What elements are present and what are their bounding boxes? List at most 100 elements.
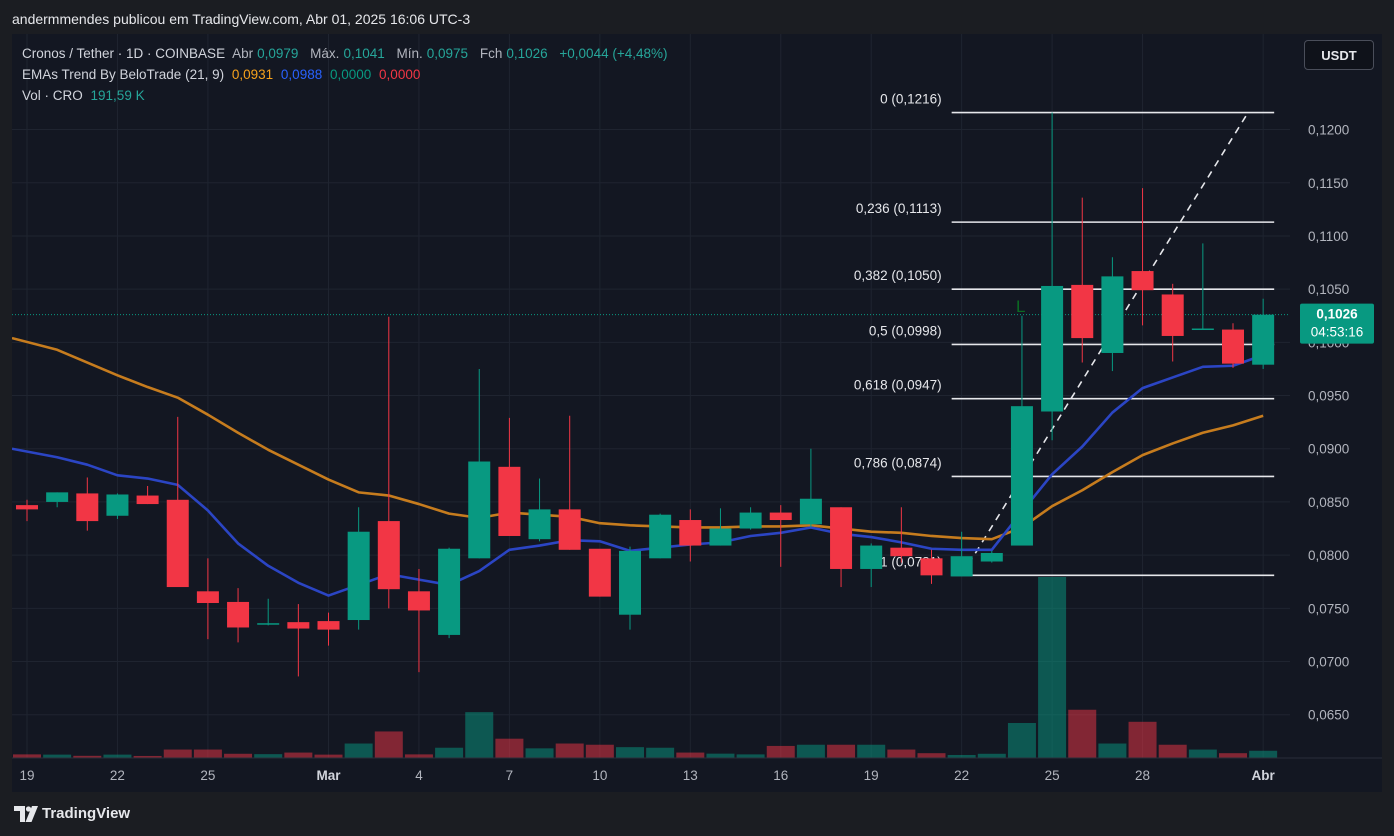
fib-level-label: 0 (0,1216) xyxy=(880,92,942,107)
price-tick-label: 0,0800 xyxy=(1308,548,1349,563)
candle-body xyxy=(1010,406,1033,546)
volume-bar xyxy=(857,744,886,758)
candle-body xyxy=(1222,329,1244,364)
volume-bar xyxy=(676,752,705,758)
candle xyxy=(377,316,400,609)
price-tick-label: 0,1100 xyxy=(1308,229,1348,244)
candle-body xyxy=(920,558,943,576)
signal-marker: L xyxy=(1016,297,1025,316)
candle xyxy=(196,558,219,640)
last-price-value: 0,1026 xyxy=(1316,307,1358,322)
time-tick-label: 28 xyxy=(1135,768,1150,783)
time-tick-label: Mar xyxy=(316,768,341,783)
candle-body xyxy=(739,512,762,529)
candle xyxy=(1071,197,1094,363)
candle-body xyxy=(1161,294,1184,336)
ema-21-line xyxy=(12,336,1264,541)
chart-panel[interactable]: 0 (0,1216) 0,236 (0,1113) 0,382 (0,1050) 0,… xyxy=(12,34,1382,792)
candle xyxy=(558,415,581,550)
candle xyxy=(950,531,973,577)
fib-level-label: 0,786 (0,0874) xyxy=(854,455,942,470)
volume-bar xyxy=(73,755,102,758)
time-tick-label: 25 xyxy=(200,768,215,783)
candle-body xyxy=(16,505,38,510)
volume-bar xyxy=(374,731,403,758)
volume-value: 191,59 K xyxy=(90,88,145,103)
candle xyxy=(1252,298,1275,369)
legend-symbol-row: Cronos / Tether · 1D · COINBASE Abr 0,097… xyxy=(22,46,672,61)
price-tick-label: 0,0900 xyxy=(1308,442,1349,457)
candle xyxy=(317,612,340,646)
ohlc-open-key: Abr xyxy=(232,46,254,61)
candle xyxy=(799,448,822,528)
candle-body xyxy=(287,622,310,629)
candle xyxy=(1010,315,1033,546)
volume-bar xyxy=(224,753,253,758)
price-tick-label: 0,0950 xyxy=(1308,389,1349,404)
volume-bar xyxy=(887,749,916,758)
price-chart[interactable]: 0 (0,1216) 0,236 (0,1113) 0,382 (0,1050) 0,… xyxy=(12,34,1382,792)
candle-body xyxy=(1071,284,1094,339)
ohlc-high-key: Máx. xyxy=(310,46,340,61)
candle-body xyxy=(76,493,99,522)
candle-body xyxy=(558,509,581,550)
candle-body xyxy=(1131,271,1154,291)
candle-body xyxy=(317,621,340,630)
candle-body xyxy=(679,520,702,546)
fib-level-label: 0,382 (0,1050) xyxy=(854,268,942,283)
candle xyxy=(649,513,672,559)
volume-bar xyxy=(736,754,765,758)
time-tick-label: 22 xyxy=(110,768,125,783)
time-tick-label: Abr xyxy=(1252,768,1276,783)
top-bar: andermmendes publicou em TradingView.com… xyxy=(0,0,1394,34)
volume-bar xyxy=(254,754,283,758)
time-axis[interactable]: 19 22 25 Mar 4 7 10 13 16 19 22 25 28 Abr xyxy=(12,757,1382,783)
ema-value-1: 0,0931 xyxy=(231,67,274,82)
symbol-title[interactable]: Cronos / Tether · 1D · COINBASE xyxy=(22,46,226,61)
currency-button[interactable]: USDT xyxy=(1304,40,1374,70)
volume-bar xyxy=(163,749,192,758)
volume-bar xyxy=(465,712,494,758)
candle xyxy=(1222,323,1244,368)
candle-countdown: 04:53:16 xyxy=(1311,325,1364,340)
legend-volume-row: Vol · CRO 191,59 K xyxy=(22,88,149,103)
candle xyxy=(1191,243,1214,331)
volume-bar xyxy=(13,754,41,758)
volume-bar xyxy=(947,754,976,758)
time-tick-label: 10 xyxy=(592,768,607,783)
ema-value-3: 0,0000 xyxy=(329,67,372,82)
ohlc-open: Abr 0,0979 xyxy=(232,46,302,61)
candle-body xyxy=(46,492,69,502)
ohlc-low-value: 0,0975 xyxy=(426,46,469,61)
candle-body xyxy=(106,494,129,516)
ema-indicator-name[interactable]: EMAs Trend By BeloTrade (21, 9) xyxy=(22,67,225,82)
volume-bar xyxy=(1188,749,1217,758)
volume-bar xyxy=(1007,723,1036,758)
candle xyxy=(468,368,491,559)
candles: L xyxy=(16,112,1275,677)
volume-bar xyxy=(827,744,856,758)
ohlc-high: Máx. 0,1041 xyxy=(310,46,389,61)
candle xyxy=(1161,283,1184,362)
candle xyxy=(739,507,762,530)
candle xyxy=(287,604,310,677)
candle xyxy=(76,477,99,531)
footer-brand[interactable]: TradingView xyxy=(42,805,131,822)
ema-9-line xyxy=(12,353,1264,597)
volume-bar xyxy=(314,754,343,758)
grid xyxy=(12,34,1290,758)
volume-bar xyxy=(103,754,132,758)
candle-body xyxy=(980,553,1003,562)
fib-level-label: 0,618 (0,0947) xyxy=(854,378,942,393)
volume-bar xyxy=(585,744,614,758)
candle xyxy=(16,499,38,522)
candle-body xyxy=(498,466,521,536)
price-tick-label: 0,0750 xyxy=(1308,601,1349,616)
candle-body xyxy=(438,548,461,635)
candle xyxy=(860,543,883,588)
candle xyxy=(1101,257,1124,372)
tradingview-logo-icon xyxy=(14,806,38,822)
volume-indicator-name[interactable]: Vol · CRO xyxy=(22,88,83,103)
price-tick-label: 0,1050 xyxy=(1308,282,1349,297)
volume-bar xyxy=(766,745,795,758)
